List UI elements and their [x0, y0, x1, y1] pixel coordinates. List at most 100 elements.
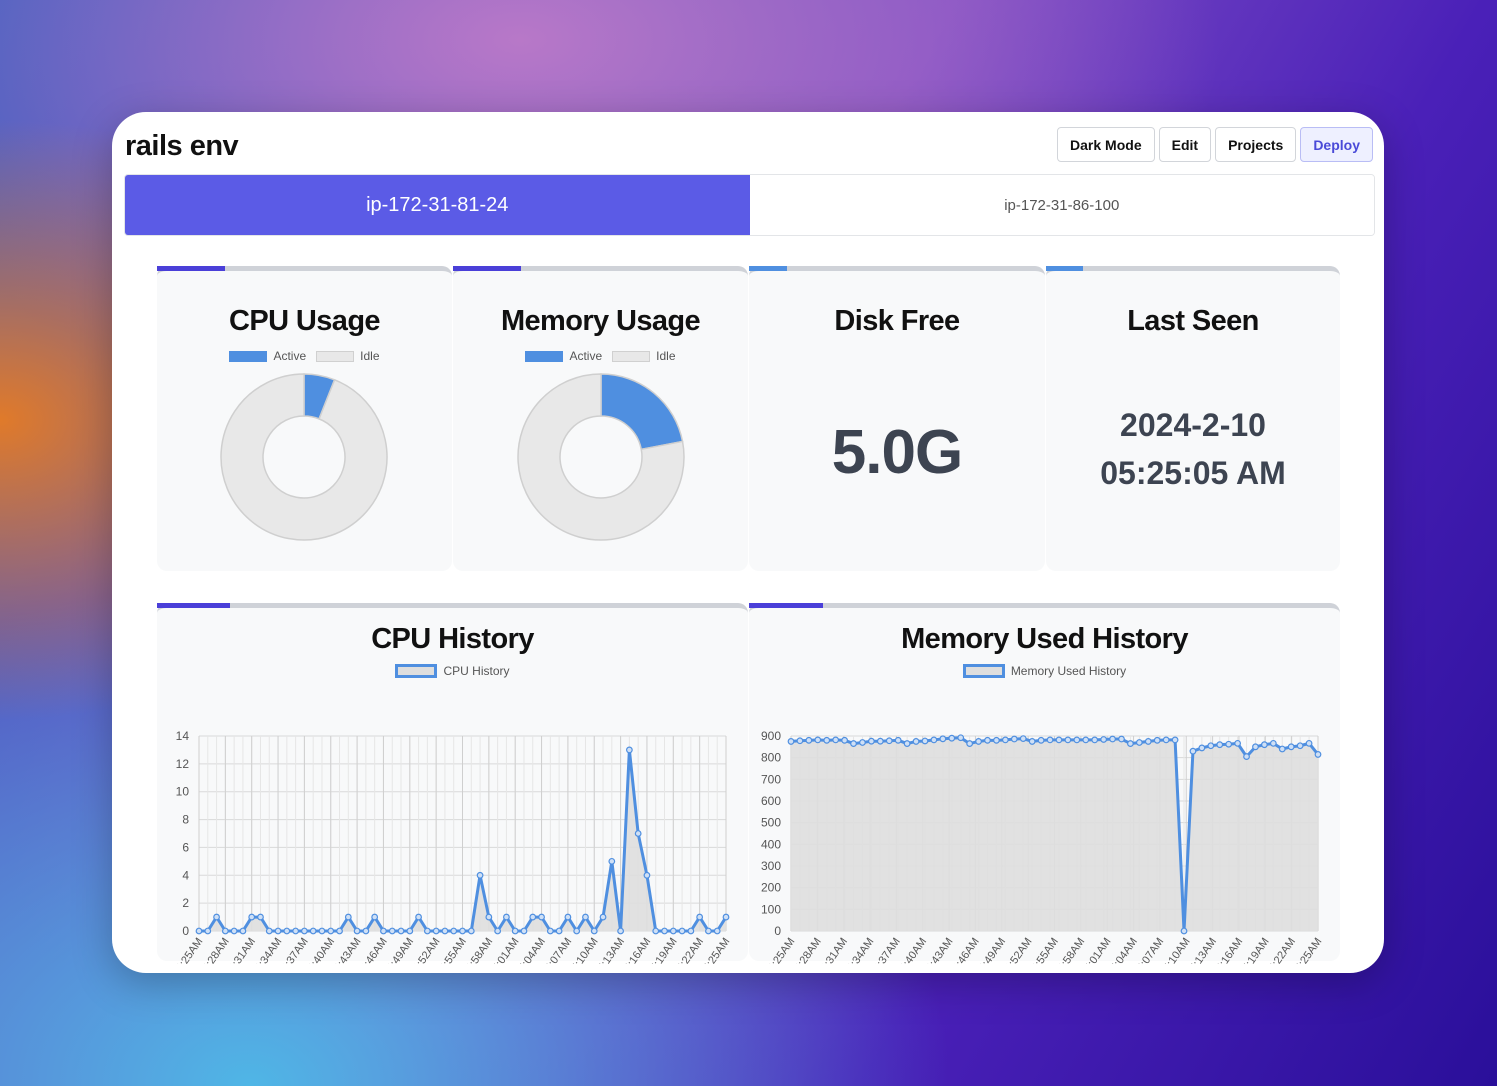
projects-button[interactable]: Projects: [1215, 127, 1297, 162]
data-point[interactable]: [432, 927, 440, 935]
legend-item-active[interactable]: Active: [229, 349, 306, 363]
data-point[interactable]: [195, 927, 203, 935]
data-point[interactable]: [643, 871, 651, 879]
data-point[interactable]: [921, 737, 929, 745]
data-point[interactable]: [397, 927, 405, 935]
data-point[interactable]: [939, 735, 947, 743]
data-point[interactable]: [912, 738, 920, 745]
data-point[interactable]: [669, 927, 677, 935]
data-point[interactable]: [823, 736, 831, 744]
tab-host-1[interactable]: ip-172-31-81-24: [125, 175, 750, 235]
data-point[interactable]: [841, 736, 848, 744]
data-point[interactable]: [1314, 751, 1322, 758]
data-point[interactable]: [476, 871, 484, 879]
data-point[interactable]: [1144, 738, 1152, 745]
data-point[interactable]: [309, 927, 317, 935]
data-point[interactable]: [538, 913, 545, 921]
data-point[interactable]: [318, 927, 326, 935]
data-point[interactable]: [265, 927, 273, 935]
data-point[interactable]: [1073, 736, 1081, 744]
data-point[interactable]: [1296, 742, 1304, 750]
data-point[interactable]: [1225, 740, 1233, 748]
data-point[interactable]: [485, 913, 493, 921]
data-point[interactable]: [1001, 736, 1009, 744]
data-point[interactable]: [687, 927, 695, 935]
deploy-button[interactable]: Deploy: [1300, 127, 1373, 162]
data-point[interactable]: [787, 738, 795, 745]
tab-host-2[interactable]: ip-172-31-86-100: [749, 175, 1374, 235]
data-point[interactable]: [423, 927, 431, 935]
data-point[interactable]: [876, 737, 884, 745]
data-point[interactable]: [966, 740, 974, 747]
data-point[interactable]: [1261, 741, 1268, 749]
data-point[interactable]: [292, 927, 300, 935]
data-point[interactable]: [1028, 738, 1036, 745]
data-point[interactable]: [948, 734, 956, 742]
data-point[interactable]: [1118, 735, 1125, 743]
data-point[interactable]: [608, 857, 616, 865]
data-point[interactable]: [494, 927, 502, 935]
data-point[interactable]: [894, 736, 902, 744]
data-point[interactable]: [930, 736, 938, 744]
donut-slice-idle[interactable]: [517, 373, 685, 541]
data-point[interactable]: [1091, 736, 1099, 744]
donut-slice-active[interactable]: [600, 373, 684, 451]
data-point[interactable]: [371, 913, 379, 921]
data-point[interactable]: [467, 927, 475, 935]
data-point[interactable]: [1037, 736, 1045, 744]
data-point[interactable]: [1189, 747, 1197, 755]
data-point[interactable]: [213, 913, 220, 921]
data-point[interactable]: [283, 927, 291, 935]
data-point[interactable]: [1127, 740, 1134, 747]
data-point[interactable]: [239, 927, 247, 935]
data-point[interactable]: [903, 740, 911, 747]
data-point[interactable]: [722, 913, 730, 921]
data-point[interactable]: [957, 734, 965, 742]
data-point[interactable]: [1278, 745, 1286, 753]
data-point[interactable]: [1162, 736, 1170, 744]
data-point[interactable]: [529, 913, 537, 921]
data-point[interactable]: [336, 927, 343, 935]
data-point[interactable]: [599, 913, 607, 921]
data-point[interactable]: [388, 927, 396, 935]
data-point[interactable]: [867, 737, 875, 745]
data-point[interactable]: [204, 927, 212, 935]
data-point[interactable]: [1243, 753, 1250, 760]
data-point[interactable]: [617, 927, 625, 935]
data-point[interactable]: [805, 736, 813, 744]
data-point[interactable]: [1207, 742, 1215, 750]
data-point[interactable]: [1171, 736, 1179, 744]
data-point[interactable]: [1234, 739, 1242, 747]
data-point[interactable]: [555, 927, 563, 935]
data-point[interactable]: [450, 927, 458, 935]
data-point[interactable]: [1153, 736, 1161, 744]
data-point[interactable]: [1010, 735, 1018, 743]
data-point[interactable]: [625, 746, 633, 754]
data-point[interactable]: [503, 913, 510, 921]
data-point[interactable]: [1135, 739, 1143, 746]
data-point[interactable]: [274, 927, 282, 935]
data-point[interactable]: [415, 913, 422, 921]
data-point[interactable]: [850, 740, 857, 747]
data-point[interactable]: [661, 927, 668, 935]
data-point[interactable]: [459, 927, 466, 935]
data-point[interactable]: [696, 913, 704, 921]
data-point[interactable]: [832, 736, 840, 744]
data-point[interactable]: [380, 927, 387, 935]
data-point[interactable]: [362, 927, 370, 935]
data-point[interactable]: [1046, 736, 1054, 744]
donut-slice-idle[interactable]: [220, 373, 388, 541]
data-point[interactable]: [993, 736, 1000, 744]
data-point[interactable]: [1082, 736, 1090, 744]
data-point[interactable]: [975, 738, 982, 745]
data-point[interactable]: [1269, 739, 1277, 747]
data-point[interactable]: [1216, 741, 1224, 749]
data-point[interactable]: [1180, 927, 1188, 935]
legend-item-cpu-history[interactable]: CPU History: [395, 664, 510, 678]
data-point[interactable]: [300, 927, 308, 935]
data-point[interactable]: [1064, 736, 1072, 744]
data-point[interactable]: [353, 927, 361, 935]
data-point[interactable]: [885, 737, 893, 745]
data-point[interactable]: [511, 927, 519, 935]
data-point[interactable]: [344, 913, 352, 921]
